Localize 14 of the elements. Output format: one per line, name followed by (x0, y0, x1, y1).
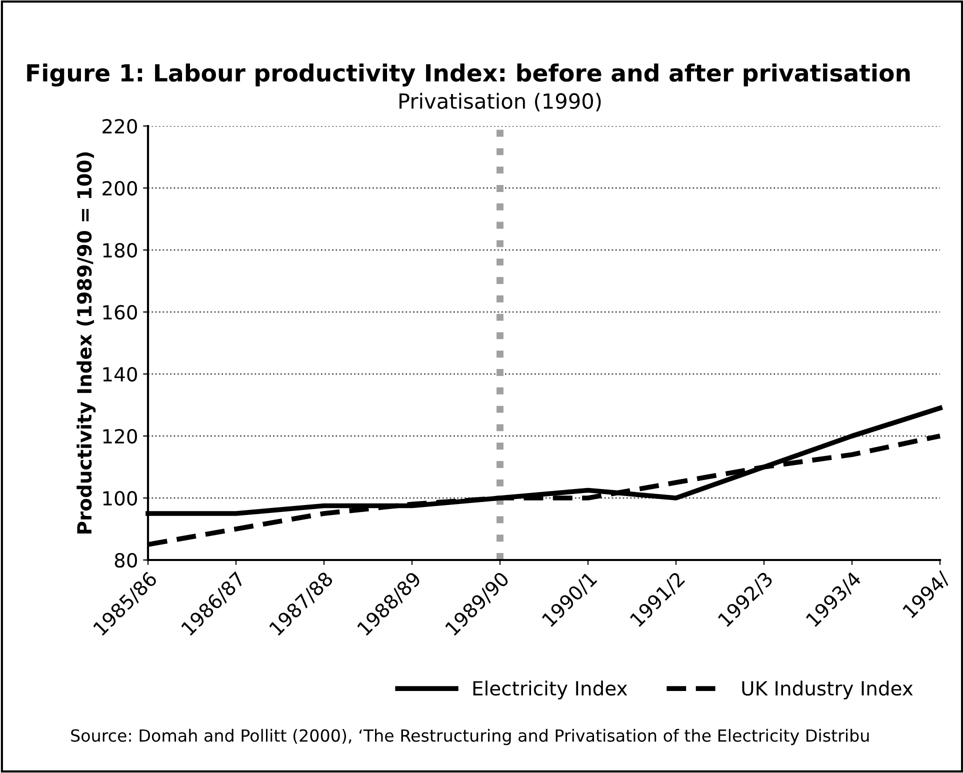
y-tick-label: 220 (102, 118, 137, 134)
y-tick-label: 140 (103, 366, 137, 382)
y-tick-label: 120 (103, 428, 137, 444)
source-note: Source: Domah and Pollitt (2000), ‘The Restructuring and Privatisation of the Electricity Distribu (71, 728, 869, 746)
ref-line-label: Privatisation (1990) (400, 92, 601, 112)
y-tick-label: 160 (103, 304, 137, 320)
y-tick-label: 200 (102, 180, 137, 196)
legend-label: Electricity Index (473, 680, 628, 700)
y-tick-label: 80 (114, 552, 137, 568)
y-tick-label: 100 (103, 490, 137, 506)
y-axis-title: Productivity Index (1989/90 = 100) (76, 152, 96, 534)
y-tick-label: 180 (103, 242, 137, 258)
legend-label: UK Industry Index (742, 680, 913, 700)
chart-title: Figure 1: Labour productivity Index: before and after privatisation (27, 63, 910, 87)
